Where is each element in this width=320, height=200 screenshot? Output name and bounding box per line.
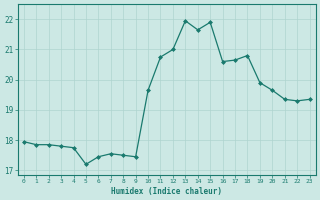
X-axis label: Humidex (Indice chaleur): Humidex (Indice chaleur) [111,187,222,196]
